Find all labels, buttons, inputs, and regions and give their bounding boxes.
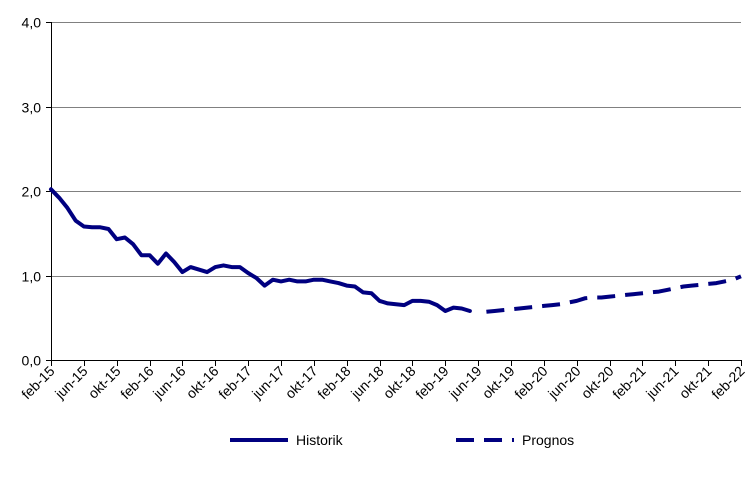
x-axis-tick-labels: feb-15jun-15okt-15feb-16jun-16okt-16feb-… [18,363,748,403]
series-line-prognos [486,274,742,314]
x-tick-label: okt-19 [479,363,518,402]
x-tick-label: jun-18 [347,363,387,403]
series-lines [49,187,742,314]
y-tick-label: 1,0 [22,269,42,285]
y-tick-label: 2,0 [22,184,42,200]
x-tick-label: okt-21 [676,363,715,402]
x-tick-label: jun-15 [51,363,91,403]
axes [46,22,742,366]
legend-label-prognos: Prognos [522,432,574,448]
x-tick-label: jun-16 [149,363,189,403]
x-tick-label: okt-18 [380,363,419,402]
legend: Historik Prognos [230,432,574,448]
legend-label-historik: Historik [296,432,344,448]
x-tick-label: feb-20 [511,363,551,403]
x-tick-label: jun-19 [445,363,485,403]
y-axis-tick-labels: 0,0 1,0 2,0 3,0 4,0 [22,15,42,369]
x-tick-label: okt-20 [578,363,617,402]
x-tick-label: okt-16 [183,363,222,402]
x-tick-label: jun-17 [248,363,288,403]
x-tick-label: feb-19 [412,363,452,403]
x-tick-label: feb-21 [609,363,649,403]
x-tick-label: okt-15 [85,363,124,402]
y-tick-label: 0,0 [22,353,42,369]
x-tick-label: feb-18 [314,363,354,403]
gridlines [51,22,741,277]
x-tick-label: okt-17 [282,363,321,402]
x-tick-label: jun-20 [544,363,584,403]
series-line-historik [49,187,472,313]
y-tick-label: 4,0 [22,15,42,31]
x-tick-label: feb-22 [708,363,748,403]
y-tick-label: 3,0 [22,100,42,116]
x-tick-label: feb-15 [18,363,58,403]
x-tick-label: jun-21 [642,363,682,403]
x-tick-label: feb-17 [215,363,255,403]
x-tick-label: feb-16 [117,363,157,403]
